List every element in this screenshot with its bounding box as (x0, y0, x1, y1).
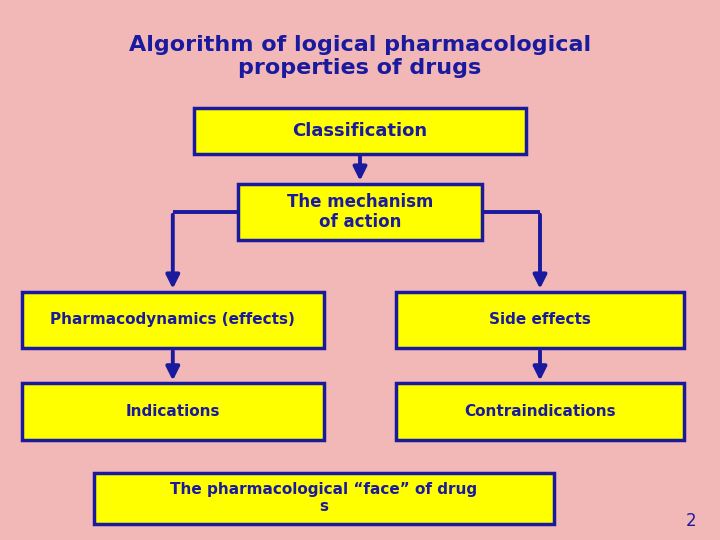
FancyBboxPatch shape (22, 292, 324, 348)
FancyBboxPatch shape (94, 472, 554, 524)
FancyBboxPatch shape (396, 383, 684, 440)
Text: Classification: Classification (292, 122, 428, 140)
Text: Contraindications: Contraindications (464, 404, 616, 419)
FancyBboxPatch shape (238, 184, 482, 240)
Text: Side effects: Side effects (489, 313, 591, 327)
Text: 2: 2 (685, 512, 696, 530)
Text: The pharmacological “face” of drug
s: The pharmacological “face” of drug s (171, 482, 477, 514)
FancyBboxPatch shape (396, 292, 684, 348)
FancyBboxPatch shape (22, 383, 324, 440)
Text: Algorithm of logical pharmacological
properties of drugs: Algorithm of logical pharmacological pro… (129, 35, 591, 78)
Text: Pharmacodynamics (effects): Pharmacodynamics (effects) (50, 313, 295, 327)
FancyBboxPatch shape (194, 108, 526, 154)
Text: Indications: Indications (125, 404, 220, 419)
Text: The mechanism
of action: The mechanism of action (287, 193, 433, 231)
